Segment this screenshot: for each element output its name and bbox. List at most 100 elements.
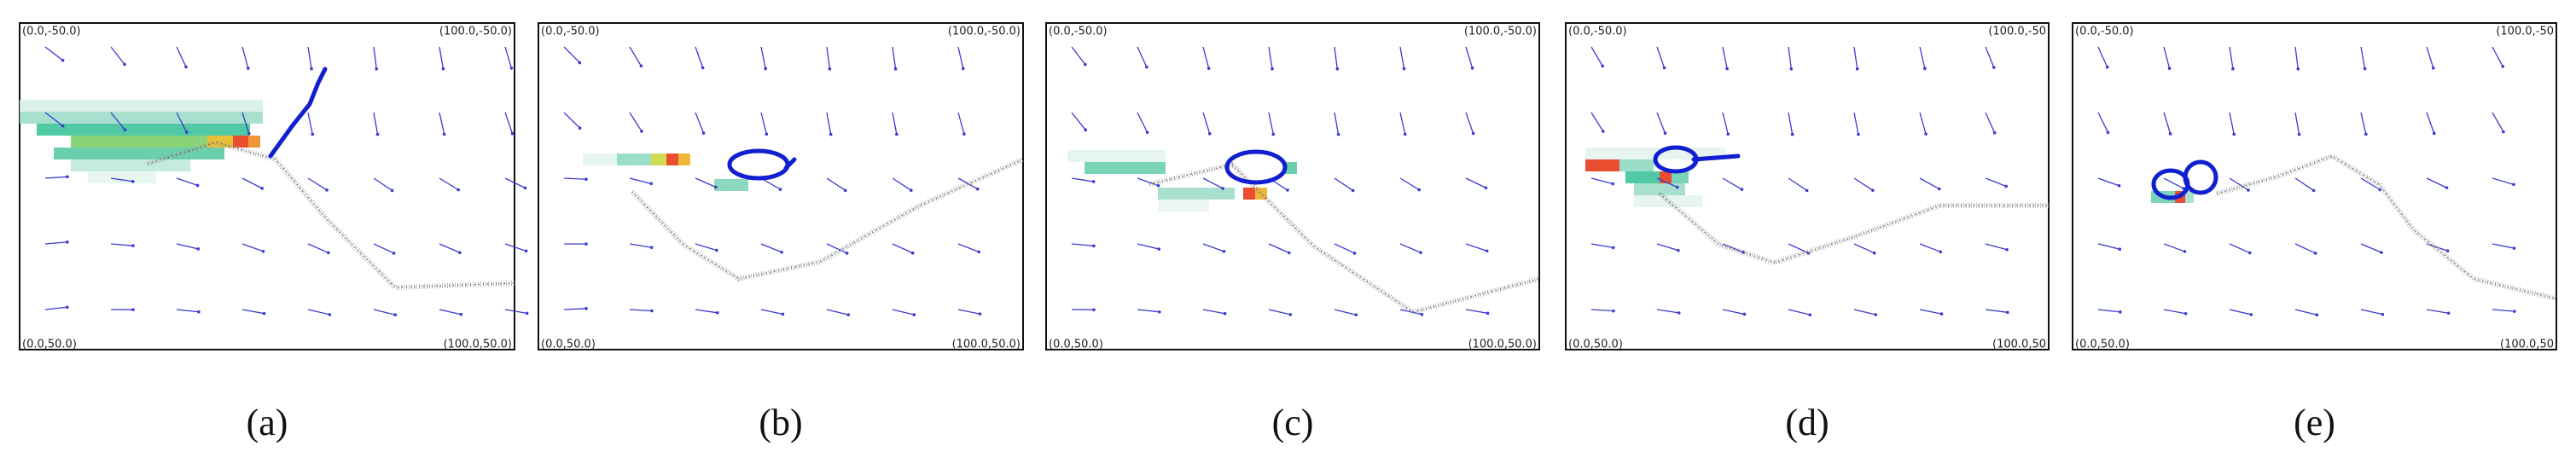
vector-arrow <box>373 112 379 135</box>
panel-frame <box>2072 22 2557 350</box>
vector-arrow <box>2426 46 2434 69</box>
arrow-head <box>1091 180 1096 183</box>
vector-arrow <box>2492 177 2515 186</box>
arrow-head <box>2431 67 2435 70</box>
vector-arrow <box>373 46 377 69</box>
vector-arrow <box>504 177 526 188</box>
arrow-head <box>1601 64 1604 68</box>
heat-cell <box>583 153 617 165</box>
arrow-head <box>1092 308 1096 312</box>
arrow-head <box>910 251 915 255</box>
vector-arrow <box>439 177 459 191</box>
vector-arrow <box>1137 243 1160 250</box>
vector-arrow <box>1334 177 1353 191</box>
vector-arrow <box>2426 112 2435 134</box>
heat-cell <box>1158 200 1209 211</box>
vector-arrow <box>695 112 705 134</box>
arrow-head <box>1207 132 1212 136</box>
arrow-head <box>780 250 783 254</box>
arrow-head <box>845 252 849 255</box>
arrow-head <box>584 177 588 182</box>
heat-cell <box>88 171 156 183</box>
arrow-head <box>2502 130 2505 134</box>
corner-label: (100.0,-50.0) <box>439 26 512 38</box>
arrow-head <box>1286 188 1289 192</box>
arrow-head <box>2513 310 2516 313</box>
arrow-head <box>123 128 127 131</box>
arrow-head <box>909 188 913 192</box>
vector-arrow <box>1985 243 2008 251</box>
heat-cell <box>1243 188 1255 200</box>
arrow-head <box>765 132 769 136</box>
arrow-head <box>375 132 380 136</box>
vector-arrow <box>760 309 783 316</box>
vector-arrow <box>695 46 704 68</box>
vector-arrow <box>439 243 461 253</box>
vector-arrow <box>1268 243 1290 254</box>
arrow-head <box>2445 249 2450 252</box>
heat-cell <box>54 148 224 159</box>
arrow-head <box>375 67 379 71</box>
arrow-head <box>195 183 200 188</box>
arrow-head <box>640 130 643 133</box>
arrow-head <box>184 65 188 69</box>
predicted-path <box>268 67 328 159</box>
vector-arrow <box>2426 309 2449 314</box>
vector-arrow <box>2360 243 2382 253</box>
vector-arrow <box>307 112 313 135</box>
vector-arrow <box>307 243 329 254</box>
vector-arrow <box>241 46 249 69</box>
vector-arrow <box>1853 309 1876 316</box>
vector-arrow <box>2492 309 2515 312</box>
vector-arrow <box>629 309 652 312</box>
panel-frame <box>1045 22 1540 350</box>
heat-cell <box>651 153 666 165</box>
vector-arrow <box>1334 309 1357 316</box>
arrow-head <box>1287 251 1291 255</box>
arrow-head <box>131 244 135 247</box>
vector-arrow <box>1722 112 1729 135</box>
corner-label: (0.0,-50.0) <box>2075 26 2134 38</box>
trajectory-core <box>147 142 515 288</box>
vector-arrow <box>826 177 846 191</box>
arrow-head <box>1354 313 1358 317</box>
arrow-head <box>2167 67 2172 70</box>
arrow-head <box>441 67 445 71</box>
vector-arrow <box>2229 112 2235 135</box>
vector-arrow <box>2492 46 2503 67</box>
arrow-head <box>2118 247 2122 251</box>
vector-arrow <box>629 177 652 184</box>
arrow-head <box>1484 186 1488 190</box>
vector-arrow <box>957 112 965 135</box>
heat-cell <box>1084 162 1166 174</box>
arrow-head <box>961 67 965 71</box>
heat-cell <box>1067 150 1166 162</box>
vector-arrow <box>1788 112 1794 135</box>
arrow-head <box>66 240 69 244</box>
vector-arrow <box>1465 177 1486 188</box>
vector-arrow <box>892 46 897 69</box>
vector-arrow <box>110 46 125 65</box>
panel: (0.0,-50.0) (100.0,-50.0) (0.0,50.0) (100.0… <box>1045 22 1540 351</box>
arrow-head <box>2512 182 2515 187</box>
corner-label: (0.0,50.0) <box>22 339 77 351</box>
vector-arrow <box>1202 309 1225 315</box>
vector-arrow <box>1788 46 1793 69</box>
vector-arrow <box>1985 46 1995 68</box>
vector-arrow <box>1853 46 1858 69</box>
corner-label: (0.0,50.0) <box>1568 339 1623 351</box>
arrow-head <box>1857 132 1860 136</box>
heat-cell <box>20 112 263 124</box>
arrow-head <box>66 305 69 310</box>
arrow-head <box>325 188 329 192</box>
vector-arrow <box>2492 243 2515 249</box>
vector-arrow <box>2097 243 2120 250</box>
vector-arrow <box>110 177 133 182</box>
arrow-head <box>2183 311 2188 316</box>
arrow-head <box>715 311 719 315</box>
arrow-head <box>578 61 582 65</box>
arrow-head <box>459 312 463 316</box>
trajectory-core <box>1659 193 2049 263</box>
vector-arrow <box>2229 243 2251 254</box>
panel-caption: (c) <box>1272 402 1314 443</box>
